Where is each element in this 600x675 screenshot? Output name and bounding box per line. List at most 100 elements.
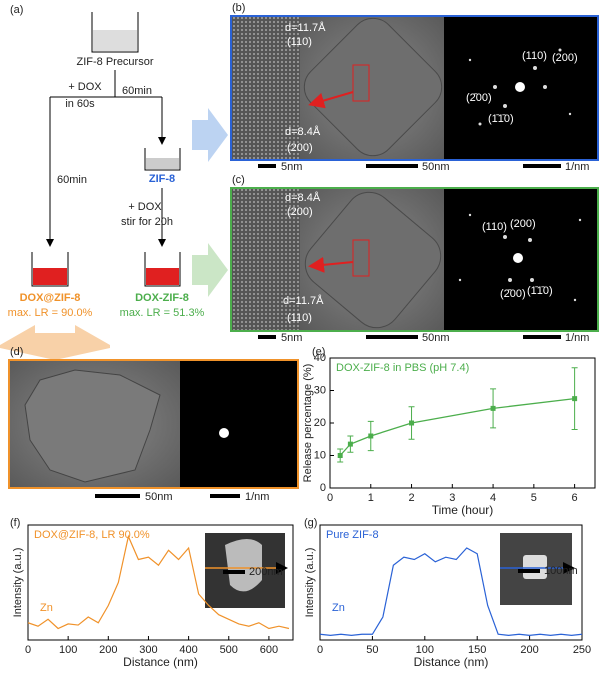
text: stir for 20h bbox=[121, 216, 173, 228]
x-axis-label: Time (hour) bbox=[432, 503, 494, 517]
text: ZIF-8 Precursor bbox=[76, 56, 153, 68]
scale-bar bbox=[210, 494, 240, 498]
scale-bar bbox=[366, 335, 418, 339]
beaker bbox=[144, 252, 181, 287]
beaker-fill bbox=[93, 30, 137, 51]
x-tick-label: 3 bbox=[449, 492, 455, 504]
panel-label: (b) bbox=[232, 2, 245, 14]
text: (110) bbox=[287, 36, 312, 48]
data-point bbox=[368, 433, 374, 439]
series-name: Pure ZIF-8 bbox=[326, 529, 379, 541]
annotation: Zn bbox=[40, 602, 53, 614]
scale-bar bbox=[258, 164, 276, 168]
x-tick-label: 400 bbox=[179, 644, 197, 656]
spot bbox=[219, 428, 229, 438]
particle bbox=[303, 17, 443, 157]
scale-label: 1/nm bbox=[565, 332, 589, 344]
beaker bbox=[144, 148, 181, 171]
panel-label: (d) bbox=[10, 346, 23, 358]
text: d=11.7Å bbox=[283, 294, 324, 307]
beaker-fill bbox=[33, 268, 67, 285]
plot-frame bbox=[319, 524, 583, 641]
x-tick-label: 2 bbox=[408, 492, 414, 504]
text: + DOX bbox=[128, 201, 162, 213]
text: 60min bbox=[122, 85, 152, 97]
connector bbox=[50, 70, 162, 98]
scale-bar bbox=[95, 494, 140, 498]
text: (110) bbox=[482, 221, 507, 233]
y-tick-label: 0 bbox=[320, 482, 326, 494]
y-axis-label: Intensity (a.u.) bbox=[12, 548, 24, 618]
text: (110) bbox=[287, 312, 312, 324]
data-point bbox=[337, 453, 343, 458]
scale-label: 1/nm bbox=[245, 491, 269, 503]
text: d=8.4Å bbox=[285, 125, 321, 138]
x-tick-label: 0 bbox=[25, 644, 31, 656]
x-tick-label: 50 bbox=[366, 644, 378, 656]
x-tick-label: 600 bbox=[260, 644, 278, 656]
panel-label: (f) bbox=[10, 517, 20, 529]
beaker bbox=[91, 12, 139, 53]
panel-d: (d) 50nm 1/nm bbox=[8, 346, 299, 503]
plot-frame bbox=[329, 357, 596, 489]
scale-label: 5nm bbox=[281, 332, 302, 344]
particle bbox=[24, 369, 161, 483]
y-axis-label: Intensity (a.u.) bbox=[304, 548, 316, 618]
scale-label: 200nm bbox=[249, 566, 283, 578]
panel-b: (b) d=11.7Å (110) d=8.4Å (200) (110) (20… bbox=[230, 2, 599, 173]
x-tick-label: 5 bbox=[531, 492, 537, 504]
big-arrow bbox=[0, 325, 110, 360]
spot bbox=[515, 82, 525, 92]
x-tick-label: 4 bbox=[490, 492, 496, 504]
panel-label: (g) bbox=[304, 517, 317, 529]
data-line bbox=[27, 534, 290, 630]
text: (200) bbox=[287, 142, 313, 154]
spot bbox=[513, 253, 523, 263]
text: (200) bbox=[287, 206, 313, 218]
arrow bbox=[308, 91, 354, 109]
data-point bbox=[409, 420, 415, 426]
scale-bar bbox=[223, 570, 245, 574]
text: d=8.4Å bbox=[285, 191, 321, 204]
big-arrow bbox=[192, 243, 228, 297]
beaker-fill bbox=[146, 158, 179, 169]
scale-label: 50nm bbox=[145, 491, 173, 503]
text: d=11.7Å bbox=[285, 21, 326, 34]
x-tick-label: 100 bbox=[416, 644, 434, 656]
text: max. LR = 90.0% bbox=[8, 307, 93, 319]
y-tick-label: 30 bbox=[314, 384, 326, 396]
scale-bar bbox=[518, 569, 540, 573]
particle bbox=[304, 191, 442, 329]
arrow bbox=[308, 256, 354, 273]
scale-bar bbox=[258, 335, 276, 339]
x-axis-label: Distance (nm) bbox=[414, 655, 489, 669]
series-name: DOX@ZIF-8, LR 90.0% bbox=[34, 529, 150, 541]
scale-bar bbox=[523, 164, 561, 168]
x-tick-label: 300 bbox=[139, 644, 157, 656]
text: (110) bbox=[522, 50, 547, 62]
scale-bar bbox=[366, 164, 418, 168]
series-name: DOX-ZIF-8 in PBS (pH 7.4) bbox=[336, 362, 469, 374]
panel-a: (a) ZIF-8 Precursor + DOX in 60s 60min 6… bbox=[0, 4, 228, 360]
text: DOX-ZIF-8 bbox=[135, 292, 189, 304]
roi bbox=[352, 239, 370, 277]
lattice-image bbox=[232, 17, 300, 159]
text: (2̄00) bbox=[500, 288, 526, 300]
x-tick-label: 150 bbox=[468, 644, 486, 656]
x-axis-label: Distance (nm) bbox=[123, 655, 198, 669]
panel-label: (a) bbox=[10, 4, 23, 16]
text: max. LR = 51.3% bbox=[120, 307, 205, 319]
beaker-fill bbox=[146, 268, 179, 285]
x-tick-label: 200 bbox=[520, 644, 538, 656]
inset-particle bbox=[225, 539, 262, 592]
x-tick-label: 250 bbox=[573, 644, 591, 656]
y-tick-label: 10 bbox=[314, 449, 326, 461]
text: in 60s bbox=[65, 98, 95, 110]
scale-label: 100nm bbox=[544, 565, 578, 577]
x-tick-label: 0 bbox=[327, 492, 333, 504]
scale-label: 1/nm bbox=[565, 161, 589, 173]
scale-label: 50nm bbox=[422, 161, 450, 173]
y-tick-label: 40 bbox=[314, 352, 326, 364]
lattice-image bbox=[232, 189, 300, 330]
